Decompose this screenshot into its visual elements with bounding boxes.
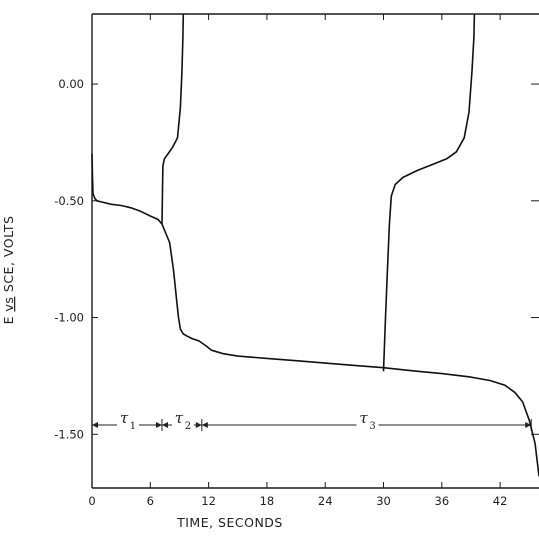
y-tick-label: -1.50 [54,427,84,441]
x-tick-label: 36 [435,494,450,508]
x-tick-label: 12 [201,494,216,508]
interval-label-sub2: 2 [185,421,191,432]
y-tick-label: -1.00 [54,311,84,325]
x-tick-label: 0 [88,494,95,508]
potential-curve-3 [382,13,476,372]
ticks: 0 6 12 18 24 30 36 420.00-0.50-1.00-1.50 [54,14,539,508]
interval-label-gap [171,421,194,428]
x-tick-label: 24 [318,494,333,508]
interval-label-gap [356,421,379,428]
interval-arrowhead [195,421,202,428]
interval-label-gap [116,421,139,428]
x-tick-label: 30 [376,494,391,508]
x-axis-label: TIME, SECONDS [176,515,283,530]
y-tick-label: -0.50 [54,194,84,208]
x-tick-label: 42 [493,494,508,508]
y-axis-label-suffix: SCE, VOLTS [1,216,16,297]
y-axis-label-prefix: E [1,312,16,325]
interval-arrowhead [92,421,98,428]
y-axis-label-vs: vs [1,297,16,312]
interval-label-sub3: 3 [369,421,375,432]
interval-arrowhead [201,421,208,428]
y-axis-label: E vs SCE, VOLTS [1,216,16,325]
potential-curve-1 [91,154,539,477]
interval-arrowhead [525,421,532,428]
x-tick-label: 18 [260,494,275,508]
y-tick-label: 0.00 [58,77,84,91]
x-tick-label: 6 [147,494,154,508]
potential-curve-2 [161,13,185,225]
interval-label-sub1: 1 [130,421,136,432]
interval-label-tau3: τ [359,409,368,427]
curves [91,13,539,477]
interval-arrowhead [155,421,162,428]
interval-arrowhead [161,421,168,428]
plot-frame [91,13,539,489]
interval-label-tau1: τ [120,409,129,427]
interval-label-tau2: τ [175,409,184,427]
